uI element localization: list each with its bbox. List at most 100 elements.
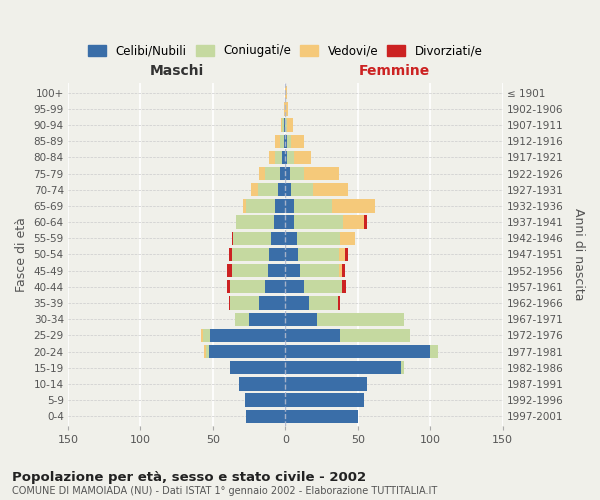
Bar (251, 183, 258, 196)
Bar (244, 200, 246, 212)
Bar (235, 312, 249, 326)
Bar (294, 200, 332, 212)
Bar (430, 345, 437, 358)
Bar (249, 312, 286, 326)
Bar (269, 151, 275, 164)
Bar (280, 134, 284, 148)
Bar (286, 328, 340, 342)
Bar (232, 232, 233, 245)
Y-axis label: Anni di nascita: Anni di nascita (572, 208, 585, 300)
Bar (275, 151, 283, 164)
Bar (286, 183, 291, 196)
Bar (338, 296, 340, 310)
Bar (232, 264, 268, 278)
Bar (229, 296, 230, 310)
Bar (287, 118, 293, 132)
Bar (268, 264, 286, 278)
Bar (229, 248, 232, 261)
Bar (284, 102, 286, 116)
Bar (203, 328, 210, 342)
Legend: Celibi/Nubili, Coniugati/e, Vedovi/e, Divorziati/e: Celibi/Nubili, Coniugati/e, Vedovi/e, Di… (85, 41, 486, 61)
Bar (286, 361, 401, 374)
Bar (232, 248, 269, 261)
Bar (269, 248, 286, 261)
Bar (265, 280, 286, 293)
Bar (343, 216, 364, 229)
Bar (283, 118, 284, 132)
Bar (239, 378, 286, 390)
Bar (291, 134, 304, 148)
Bar (259, 167, 265, 180)
Bar (286, 86, 287, 100)
Bar (308, 296, 338, 310)
Text: Femmine: Femmine (358, 64, 430, 78)
Bar (339, 248, 345, 261)
Bar (284, 118, 286, 132)
Bar (275, 134, 280, 148)
Bar (230, 296, 259, 310)
Bar (340, 328, 410, 342)
Bar (233, 232, 271, 245)
Bar (339, 264, 342, 278)
Bar (286, 345, 430, 358)
Bar (286, 312, 317, 326)
Bar (204, 345, 206, 358)
Bar (280, 167, 286, 180)
Bar (271, 232, 286, 245)
Bar (274, 216, 286, 229)
Bar (340, 232, 355, 245)
Bar (317, 312, 404, 326)
Bar (281, 118, 283, 132)
Bar (246, 200, 275, 212)
Bar (275, 200, 286, 212)
Bar (286, 296, 308, 310)
Bar (290, 167, 304, 180)
Bar (258, 183, 278, 196)
Bar (291, 183, 313, 196)
Bar (265, 167, 280, 180)
Bar (342, 280, 346, 293)
Bar (286, 151, 287, 164)
Bar (286, 167, 290, 180)
Text: Popolazione per età, sesso e stato civile - 2002: Popolazione per età, sesso e stato civil… (12, 471, 366, 484)
Text: Maschi: Maschi (149, 64, 204, 78)
Bar (287, 134, 291, 148)
Bar (286, 394, 364, 406)
Bar (209, 345, 286, 358)
Bar (297, 232, 340, 245)
Bar (313, 183, 347, 196)
Bar (342, 264, 345, 278)
Bar (287, 151, 294, 164)
Bar (227, 264, 232, 278)
Bar (259, 296, 286, 310)
Bar (230, 361, 286, 374)
Bar (401, 361, 404, 374)
Text: COMUNE DI MAMOIADA (NU) - Dati ISTAT 1° gennaio 2002 - Elaborazione TUTTITALIA.I: COMUNE DI MAMOIADA (NU) - Dati ISTAT 1° … (12, 486, 437, 496)
Bar (206, 345, 209, 358)
Bar (298, 248, 339, 261)
Bar (284, 134, 286, 148)
Bar (286, 280, 304, 293)
Bar (332, 200, 375, 212)
Bar (286, 216, 294, 229)
Bar (202, 328, 203, 342)
Bar (245, 394, 286, 406)
Bar (227, 280, 230, 293)
Bar (283, 151, 286, 164)
Bar (278, 183, 286, 196)
Bar (246, 410, 286, 423)
Bar (294, 216, 343, 229)
Bar (230, 280, 265, 293)
Bar (286, 264, 300, 278)
Bar (300, 264, 339, 278)
Bar (286, 248, 298, 261)
Bar (236, 216, 274, 229)
Bar (286, 410, 358, 423)
Bar (286, 102, 288, 116)
Bar (345, 248, 347, 261)
Bar (286, 378, 367, 390)
Bar (304, 167, 339, 180)
Bar (286, 118, 287, 132)
Bar (294, 151, 311, 164)
Bar (304, 280, 342, 293)
